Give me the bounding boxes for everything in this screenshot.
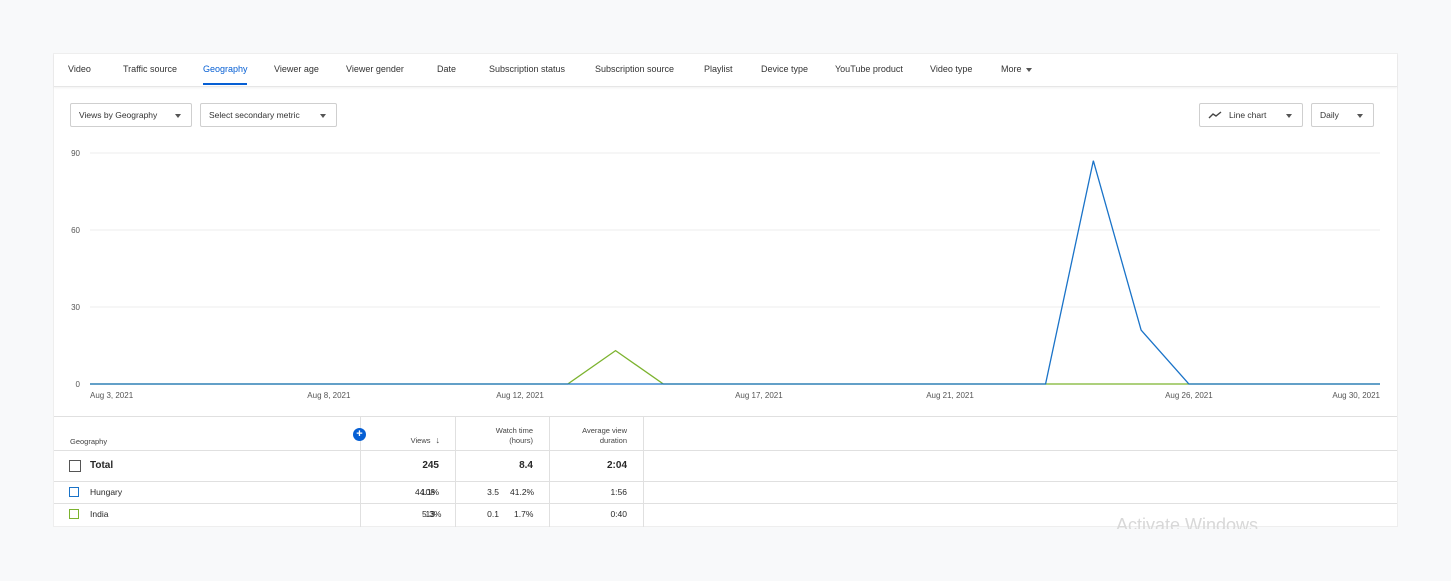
secondary-metric-label: Select secondary metric bbox=[209, 110, 300, 120]
india-watch-percent: 1.7% bbox=[514, 509, 534, 519]
tab-viewer-gender[interactable]: Viewer gender bbox=[346, 64, 404, 74]
india-watch-time: 0.1 bbox=[487, 509, 499, 519]
primary-metric-dropdown[interactable]: Views by Geography bbox=[70, 103, 192, 127]
x-tick-label: Aug 8, 2021 bbox=[307, 391, 351, 400]
x-tick-label: Aug 3, 2021 bbox=[90, 391, 134, 400]
tab-date[interactable]: Date bbox=[437, 64, 457, 74]
y-tick-label: 0 bbox=[76, 380, 81, 389]
interval-label: Daily bbox=[1320, 110, 1339, 120]
hungary-label: Hungary bbox=[90, 487, 123, 497]
india-checkbox[interactable] bbox=[69, 509, 79, 519]
chart-type-label: Line chart bbox=[1229, 110, 1267, 120]
chart-type-dropdown[interactable]: Line chart bbox=[1199, 103, 1303, 127]
india-views-percent: 5.3% bbox=[422, 509, 442, 519]
hungary-avg-duration: 1:56 bbox=[610, 487, 627, 497]
y-tick-label: 60 bbox=[71, 226, 80, 235]
tab-device-type[interactable]: Device type bbox=[761, 64, 809, 74]
row-divider bbox=[54, 450, 1397, 451]
views-column-header[interactable]: Views ↓ bbox=[411, 435, 440, 446]
series-line-hungary bbox=[90, 160, 1380, 385]
watch-header-line1: Watch time bbox=[495, 426, 533, 435]
tab-viewer-age[interactable]: Viewer age bbox=[274, 64, 319, 74]
column-divider bbox=[643, 417, 644, 527]
chevron-down-icon bbox=[1286, 114, 1292, 118]
x-tick-label: Aug 26, 2021 bbox=[1165, 391, 1213, 400]
india-avg-duration: 0:40 bbox=[610, 509, 627, 519]
total-watch-time: 8.4 bbox=[519, 460, 533, 471]
series-line-india bbox=[90, 349, 1380, 385]
watch-header-line2: (hours) bbox=[509, 436, 533, 445]
chevron-down-icon bbox=[1025, 67, 1032, 72]
avg-duration-column-header[interactable]: Average view duration bbox=[582, 426, 627, 446]
hungary-views-percent: 44.1% bbox=[415, 487, 440, 497]
tab-more[interactable]: More bbox=[1001, 64, 1032, 74]
tab-subscription-status[interactable]: Subscription status bbox=[489, 64, 566, 74]
column-divider bbox=[549, 417, 550, 527]
x-tick-label: Aug 17, 2021 bbox=[735, 391, 783, 400]
views-header-label: Views bbox=[410, 436, 431, 445]
avg-header-line1: Average view bbox=[582, 426, 627, 435]
analytics-panel: Video Traffic source Geography Viewer ag… bbox=[54, 54, 1397, 529]
tab-youtube-product[interactable]: YouTube product bbox=[835, 64, 903, 74]
tab-video-type[interactable]: Video type bbox=[930, 64, 973, 74]
sort-down-icon: ↓ bbox=[435, 435, 441, 445]
column-divider bbox=[455, 417, 456, 527]
secondary-metric-dropdown[interactable]: Select secondary metric bbox=[200, 103, 337, 127]
total-views: 245 bbox=[422, 460, 439, 471]
total-checkbox[interactable] bbox=[69, 460, 81, 472]
geography-table: Geography + Views ↓ Watch time (hours) Av… bbox=[54, 416, 1397, 529]
total-label: Total bbox=[90, 460, 114, 471]
row-divider bbox=[54, 503, 1397, 504]
total-avg-duration: 2:04 bbox=[606, 460, 627, 471]
views-line-chart: 0 30 60 90 Aug 3, 2021 Aug 8, 2021 Aug 12, 202… bbox=[71, 149, 1380, 400]
column-divider bbox=[360, 417, 361, 527]
tab-geography[interactable]: Geography bbox=[203, 64, 248, 74]
geography-column-header: Geography bbox=[70, 437, 108, 446]
line-chart-icon bbox=[1208, 111, 1222, 119]
hungary-watch-percent: 41.2% bbox=[510, 487, 535, 497]
avg-header-line2: duration bbox=[599, 436, 627, 445]
tab-subscription-source[interactable]: Subscription source bbox=[595, 64, 675, 74]
y-tick-label: 90 bbox=[71, 149, 80, 158]
india-label: India bbox=[90, 509, 109, 519]
activate-windows-watermark: Activate Windows bbox=[1116, 515, 1259, 529]
dimension-tabs: Video Traffic source Geography Viewer ag… bbox=[54, 54, 1397, 87]
x-tick-label: Aug 21, 2021 bbox=[926, 391, 974, 400]
hungary-checkbox[interactable] bbox=[69, 487, 79, 497]
add-column-icon[interactable]: + bbox=[353, 428, 366, 441]
hungary-views: 108 bbox=[420, 487, 435, 497]
tab-traffic-source[interactable]: Traffic source bbox=[123, 64, 178, 74]
row-divider bbox=[54, 481, 1397, 482]
watch-time-column-header[interactable]: Watch time (hours) bbox=[496, 426, 533, 446]
chevron-down-icon bbox=[320, 114, 326, 118]
x-tick-label: Aug 12, 2021 bbox=[496, 391, 544, 400]
primary-metric-label: Views by Geography bbox=[79, 110, 158, 120]
more-label: More bbox=[1001, 64, 1022, 74]
chevron-down-icon bbox=[175, 114, 181, 118]
interval-dropdown[interactable]: Daily bbox=[1311, 103, 1374, 127]
india-views: 13 bbox=[425, 509, 435, 519]
x-tick-label: Aug 30, 2021 bbox=[1332, 391, 1380, 400]
y-tick-label: 30 bbox=[71, 303, 80, 312]
chevron-down-icon bbox=[1357, 114, 1363, 118]
active-tab-indicator bbox=[203, 83, 247, 85]
hungary-watch-time: 3.5 bbox=[487, 487, 499, 497]
tab-video[interactable]: Video bbox=[68, 64, 91, 74]
tab-playlist[interactable]: Playlist bbox=[704, 64, 733, 74]
